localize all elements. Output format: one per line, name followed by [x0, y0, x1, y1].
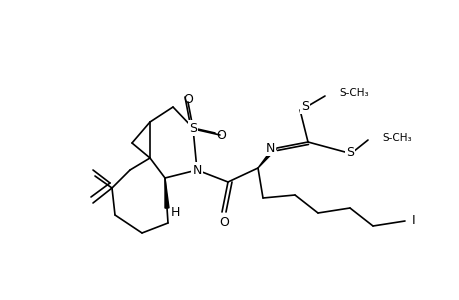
Text: S-CH₃: S-CH₃	[381, 133, 411, 143]
Text: O: O	[216, 128, 225, 142]
Text: N: N	[265, 142, 274, 154]
Text: H: H	[170, 206, 179, 220]
Text: I: I	[411, 214, 415, 227]
Polygon shape	[165, 178, 168, 208]
Text: O: O	[183, 92, 192, 106]
Text: S-CH₃: S-CH₃	[338, 88, 368, 98]
Text: S: S	[345, 146, 353, 158]
Text: O: O	[218, 215, 229, 229]
Polygon shape	[257, 147, 276, 168]
Text: N: N	[192, 164, 201, 176]
Text: S: S	[300, 100, 308, 112]
Text: S: S	[189, 122, 196, 134]
